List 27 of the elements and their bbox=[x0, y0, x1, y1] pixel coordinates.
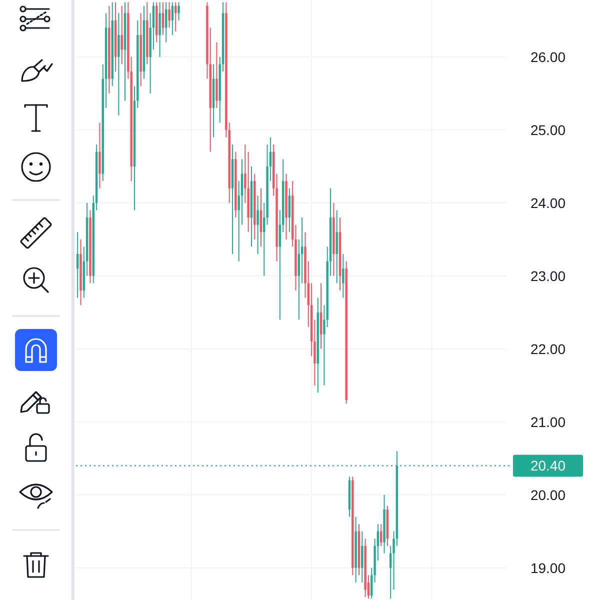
candlestick bbox=[361, 530, 364, 583]
candlestick bbox=[336, 210, 338, 284]
candlestick bbox=[120, 5, 123, 65]
y-tick-label: 19.00 bbox=[530, 560, 566, 576]
y-tick-label: 22.00 bbox=[530, 340, 566, 357]
candlestick bbox=[162, 2, 164, 36]
candlestick bbox=[216, 42, 218, 109]
candlestick bbox=[98, 122, 101, 189]
y-tick-label: 20.00 bbox=[530, 486, 566, 503]
y-tick-label: 24.00 bbox=[530, 194, 566, 211]
candlestick bbox=[256, 195, 259, 255]
y-tick-label: 25.00 bbox=[530, 122, 566, 138]
candlestick bbox=[118, 12, 120, 116]
candlestick bbox=[320, 282, 322, 350]
candlestick bbox=[76, 232, 79, 298]
candlestick bbox=[178, 2, 180, 21]
y-tick-label: 23.00 bbox=[530, 268, 566, 284]
candlestick bbox=[342, 254, 344, 298]
y-tick-label: 26.00 bbox=[530, 48, 566, 65]
ref-line-label: 20.40 bbox=[530, 458, 566, 474]
candlestick bbox=[260, 188, 262, 248]
candlestick bbox=[380, 524, 382, 546]
candlestick bbox=[288, 188, 291, 233]
candlestick bbox=[171, 2, 174, 36]
candlestick bbox=[168, 2, 170, 28]
y-tick-label: 21.00 bbox=[530, 414, 566, 430]
candlestick bbox=[158, 2, 161, 58]
